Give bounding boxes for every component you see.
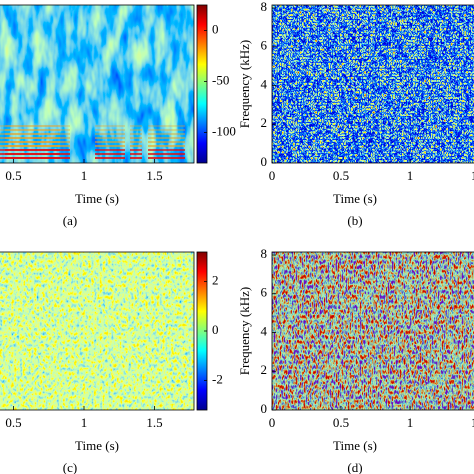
texture bbox=[130, 141, 142, 143]
texture bbox=[130, 145, 142, 147]
texture bbox=[148, 129, 185, 131]
texture bbox=[130, 125, 142, 127]
spectrogram-image bbox=[0, 252, 194, 410]
spectrogram-image bbox=[272, 252, 474, 410]
texture bbox=[5, 145, 70, 147]
y-tick-label: 0 bbox=[261, 154, 268, 169]
y-tick-label: 6 bbox=[261, 38, 268, 53]
x-axis-label: Time (s) bbox=[333, 191, 377, 206]
texture bbox=[5, 137, 70, 139]
y-tick-label: 2 bbox=[261, 115, 268, 130]
texture bbox=[5, 133, 70, 135]
x-tick-label: 1.5 bbox=[146, 168, 162, 183]
x-tick-label: 1.5 bbox=[471, 168, 474, 183]
texture bbox=[148, 157, 185, 159]
texture bbox=[130, 149, 142, 151]
texture bbox=[0, 129, 60, 131]
texture bbox=[130, 153, 142, 155]
texture bbox=[5, 129, 70, 131]
x-tick-label: 1 bbox=[407, 168, 414, 183]
texture bbox=[148, 149, 185, 151]
x-axis-label: Time (s) bbox=[75, 191, 119, 206]
caption: (d) bbox=[347, 460, 362, 474]
spectrogram-image bbox=[272, 5, 474, 163]
panel: 0.5 1 1.5 Time (s) (a) 0 -50 -100 bbox=[0, 4, 236, 228]
plot-frame bbox=[271, 251, 474, 411]
texture bbox=[5, 141, 70, 143]
y-tick-label: 6 bbox=[261, 285, 268, 300]
y-tick-label: 4 bbox=[261, 323, 268, 338]
y-tick-label: 8 bbox=[261, 0, 268, 14]
panel: 0.5 1 1.5 Time (s) (c) 2 0 -2 bbox=[0, 251, 223, 474]
x-tick-label: 0 bbox=[269, 415, 276, 430]
x-tick-label: 0.5 bbox=[333, 168, 349, 183]
colorbar-tick-label: -50 bbox=[212, 72, 229, 87]
x-axis-label: Time (s) bbox=[333, 438, 377, 453]
texture bbox=[5, 153, 70, 155]
plot-frame bbox=[0, 251, 195, 411]
y-tick-label: 0 bbox=[261, 401, 268, 416]
colorbar-tick-label: -100 bbox=[212, 123, 236, 138]
texture bbox=[5, 157, 70, 159]
texture bbox=[95, 153, 125, 155]
texture bbox=[148, 141, 185, 143]
texture bbox=[95, 129, 125, 131]
x-tick-label: 1.5 bbox=[146, 415, 162, 430]
texture bbox=[130, 157, 142, 159]
spectrogram-image bbox=[0, 5, 194, 163]
y-axis-label: Frequency (kHz) bbox=[237, 287, 252, 375]
caption: (b) bbox=[347, 213, 362, 228]
texture bbox=[95, 149, 125, 151]
texture bbox=[148, 125, 185, 127]
colorbar-tick-label: 0 bbox=[212, 21, 219, 36]
texture bbox=[95, 157, 125, 159]
texture bbox=[95, 133, 125, 135]
x-tick-label: 1 bbox=[81, 415, 88, 430]
texture bbox=[0, 133, 60, 135]
caption: (c) bbox=[63, 460, 77, 474]
y-tick-label: 8 bbox=[261, 246, 268, 261]
x-tick-label: 0 bbox=[269, 168, 276, 183]
texture bbox=[5, 149, 70, 151]
texture bbox=[148, 153, 185, 155]
panel: 0 0.5 1 1.5 Time (s) (d) 0 2 4 6 8 Frequency (kHz) bbox=[237, 246, 474, 474]
panel: 0 0.5 1 1.5 Time (s) (b) 0 2 4 6 8 Frequency (kHz) bbox=[237, 0, 474, 228]
texture bbox=[0, 125, 60, 127]
texture bbox=[130, 129, 142, 131]
colorbar bbox=[196, 4, 208, 164]
x-tick-label: 1 bbox=[407, 415, 414, 430]
plot-frame bbox=[271, 4, 474, 164]
texture bbox=[130, 137, 142, 139]
texture bbox=[148, 145, 185, 147]
texture bbox=[148, 133, 185, 135]
texture bbox=[5, 125, 70, 127]
colorbar-tick-label: 2 bbox=[212, 273, 219, 288]
x-tick-label: 0.5 bbox=[5, 415, 21, 430]
y-axis-label: Frequency (kHz) bbox=[237, 40, 252, 128]
y-tick-label: 2 bbox=[261, 362, 268, 377]
texture bbox=[95, 145, 125, 147]
colorbar-tick-label: 0 bbox=[212, 322, 219, 337]
caption: (a) bbox=[63, 213, 77, 228]
x-tick-label: 0.5 bbox=[5, 168, 21, 183]
texture bbox=[95, 141, 125, 143]
plot-frame bbox=[0, 4, 195, 164]
texture bbox=[95, 125, 125, 127]
colorbar-tick-label: -2 bbox=[212, 371, 223, 386]
y-tick-label: 4 bbox=[261, 76, 268, 91]
x-axis-label: Time (s) bbox=[75, 438, 119, 453]
texture bbox=[95, 137, 125, 139]
texture bbox=[148, 137, 185, 139]
x-tick-label: 1.5 bbox=[471, 415, 474, 430]
texture bbox=[130, 133, 142, 135]
x-tick-label: 1 bbox=[81, 168, 88, 183]
x-tick-label: 0.5 bbox=[333, 415, 349, 430]
